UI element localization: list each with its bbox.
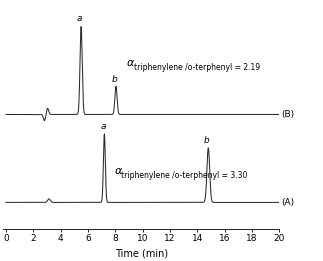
Text: a: a: [77, 14, 82, 23]
Text: triphenylene /o-terphenyl = 3.30: triphenylene /o-terphenyl = 3.30: [121, 171, 248, 180]
Text: b: b: [112, 75, 118, 84]
Text: $\alpha$: $\alpha$: [126, 58, 135, 68]
Text: a: a: [100, 122, 106, 131]
Text: triphenylene /o-terphenyl = 2.19: triphenylene /o-terphenyl = 2.19: [134, 63, 260, 72]
Text: (B): (B): [281, 110, 295, 119]
Text: (A): (A): [281, 198, 295, 207]
Text: $\alpha$: $\alpha$: [114, 166, 123, 176]
X-axis label: Time (min): Time (min): [115, 248, 168, 258]
Text: b: b: [204, 136, 210, 145]
